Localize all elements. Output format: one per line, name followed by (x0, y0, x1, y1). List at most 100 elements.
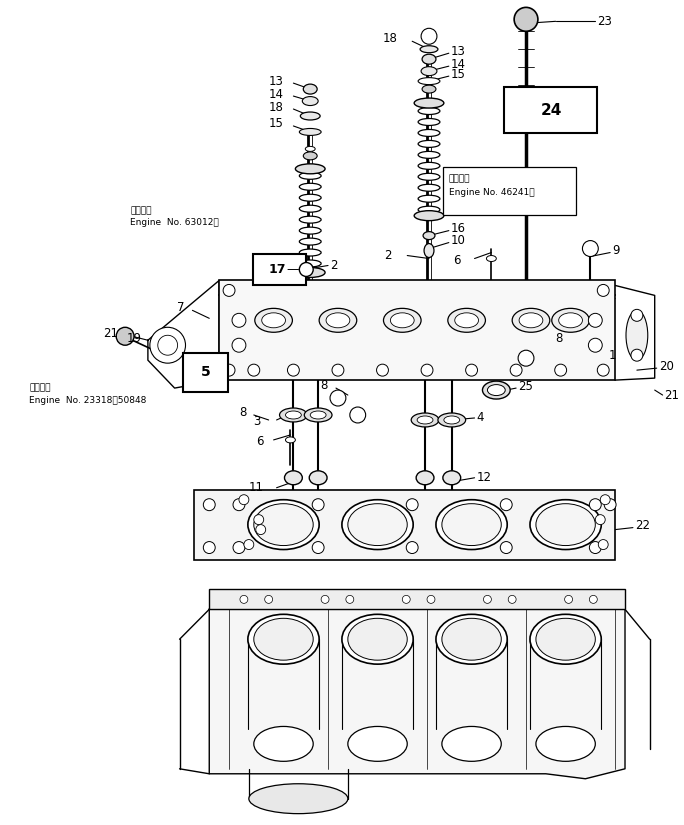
Ellipse shape (519, 313, 543, 328)
Ellipse shape (512, 309, 550, 332)
Bar (194, 490, 615, 559)
Ellipse shape (536, 504, 595, 545)
Circle shape (510, 364, 522, 376)
Circle shape (601, 495, 610, 505)
Ellipse shape (436, 500, 508, 549)
Ellipse shape (436, 615, 508, 664)
Ellipse shape (285, 411, 302, 419)
FancyBboxPatch shape (504, 87, 597, 133)
Text: 8: 8 (555, 332, 563, 345)
Circle shape (402, 596, 410, 603)
Circle shape (406, 541, 418, 554)
Text: 15: 15 (451, 68, 466, 81)
Circle shape (564, 596, 573, 603)
Circle shape (346, 596, 354, 603)
Ellipse shape (248, 500, 319, 549)
Circle shape (232, 338, 246, 352)
Text: Engine  No. 63012～: Engine No. 63012～ (130, 218, 219, 227)
Circle shape (595, 515, 605, 525)
Ellipse shape (300, 183, 321, 191)
Ellipse shape (300, 249, 321, 256)
Circle shape (203, 498, 215, 511)
Ellipse shape (300, 227, 321, 234)
Ellipse shape (303, 152, 317, 160)
Circle shape (223, 364, 235, 376)
Ellipse shape (300, 112, 320, 120)
Ellipse shape (418, 173, 440, 181)
Ellipse shape (255, 309, 293, 332)
Text: 10: 10 (451, 234, 466, 247)
Ellipse shape (418, 163, 440, 169)
Ellipse shape (300, 260, 321, 267)
Circle shape (598, 540, 608, 549)
Circle shape (287, 364, 300, 376)
Ellipse shape (254, 504, 313, 545)
Text: 2: 2 (384, 249, 391, 262)
Circle shape (223, 285, 235, 296)
Text: 適用号機: 適用号機 (130, 206, 152, 215)
Ellipse shape (536, 618, 595, 660)
Ellipse shape (300, 172, 321, 179)
Circle shape (240, 596, 248, 603)
Circle shape (631, 309, 643, 321)
Ellipse shape (295, 267, 325, 277)
Ellipse shape (416, 471, 434, 485)
Text: 14: 14 (451, 58, 466, 71)
Ellipse shape (438, 413, 466, 427)
Ellipse shape (486, 256, 497, 262)
Text: 11: 11 (249, 481, 264, 494)
Ellipse shape (482, 381, 510, 399)
Circle shape (583, 241, 598, 257)
Circle shape (232, 314, 246, 328)
Ellipse shape (443, 471, 461, 485)
Ellipse shape (300, 216, 321, 223)
Text: 23: 23 (597, 15, 612, 28)
Ellipse shape (305, 146, 315, 151)
Ellipse shape (254, 618, 313, 660)
Text: Engine No. 46241～: Engine No. 46241～ (449, 188, 534, 197)
Ellipse shape (391, 313, 415, 328)
Ellipse shape (418, 196, 440, 202)
Text: 14: 14 (269, 87, 283, 101)
Ellipse shape (418, 151, 440, 158)
Ellipse shape (342, 500, 413, 549)
Circle shape (421, 28, 437, 45)
Circle shape (233, 541, 245, 554)
FancyBboxPatch shape (253, 253, 306, 285)
Ellipse shape (488, 384, 505, 395)
Text: —: — (287, 263, 299, 276)
Circle shape (150, 328, 185, 363)
Ellipse shape (418, 140, 440, 148)
Ellipse shape (418, 78, 440, 85)
Circle shape (321, 596, 329, 603)
Circle shape (588, 338, 602, 352)
Ellipse shape (448, 309, 486, 332)
Text: 24: 24 (541, 102, 562, 117)
Text: 17: 17 (269, 263, 286, 276)
Ellipse shape (319, 309, 357, 332)
Ellipse shape (442, 727, 501, 761)
Text: 2: 2 (330, 259, 337, 272)
Ellipse shape (304, 408, 332, 422)
Circle shape (312, 498, 324, 511)
Text: 18: 18 (269, 101, 283, 114)
Text: 16: 16 (451, 222, 466, 235)
Circle shape (312, 541, 324, 554)
Circle shape (466, 364, 477, 376)
Ellipse shape (417, 416, 433, 424)
Ellipse shape (455, 313, 479, 328)
Ellipse shape (423, 232, 435, 239)
Ellipse shape (422, 85, 436, 93)
Ellipse shape (302, 97, 318, 106)
Ellipse shape (285, 471, 302, 485)
Ellipse shape (559, 313, 583, 328)
Text: 13: 13 (269, 74, 283, 87)
Ellipse shape (444, 416, 460, 424)
Ellipse shape (309, 471, 327, 485)
Ellipse shape (254, 727, 313, 761)
Ellipse shape (248, 615, 319, 664)
Text: 3: 3 (253, 416, 261, 428)
Text: 12: 12 (477, 471, 492, 484)
Text: 適用号機: 適用号機 (449, 174, 471, 183)
Circle shape (300, 262, 313, 276)
